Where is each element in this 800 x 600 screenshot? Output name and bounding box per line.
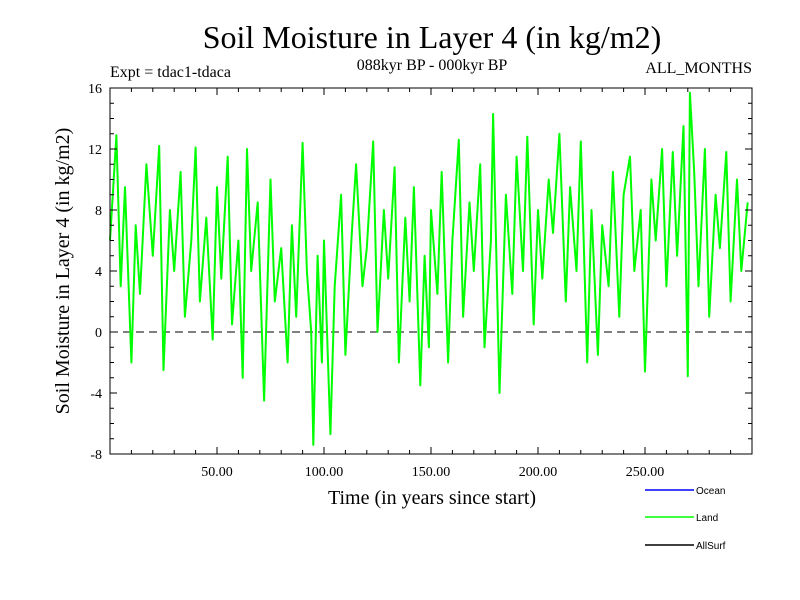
y-tick-label: -4 (90, 387, 102, 402)
x-tick-label: 100.00 (305, 465, 344, 480)
x-tick-label: 150.00 (412, 465, 451, 480)
plot-area (109, 91, 752, 446)
chart-title: Soil Moisture in Layer 4 (in kg/m2) (203, 19, 662, 55)
x-tick-label: 50.00 (201, 465, 233, 480)
x-tick-label: 250.00 (626, 465, 665, 480)
y-tick-label: 12 (88, 143, 102, 158)
experiment-label: Expt = tdac1-tdaca (110, 64, 231, 81)
y-tick-label: 8 (95, 204, 102, 219)
y-tick-label: 4 (95, 265, 102, 280)
y-axis-label: Soil Moisture in Layer 4 (in kg/m2) (52, 128, 74, 415)
legend-ocean-label: Ocean (696, 486, 725, 497)
series-line-land (109, 91, 749, 446)
legend: Ocean Land AllSurf (645, 486, 726, 552)
chart-subtitle: 088kyr BP - 000kyr BP (357, 57, 508, 74)
y-tick-label: -8 (90, 448, 102, 463)
y-tick-label: 0 (95, 326, 102, 341)
axes: -8 -4 0 4 8 12 16 50.00 100.00 150.00 200.00 250.00 (88, 82, 752, 480)
y-tick-label: 16 (88, 82, 102, 97)
x-tick-label: 200.00 (519, 465, 558, 480)
x-axis-label: Time (in years since start) (328, 487, 536, 509)
months-label: ALL_MONTHS (645, 60, 752, 77)
legend-allsurf-label: AllSurf (696, 541, 726, 552)
legend-land-label: Land (696, 513, 718, 524)
